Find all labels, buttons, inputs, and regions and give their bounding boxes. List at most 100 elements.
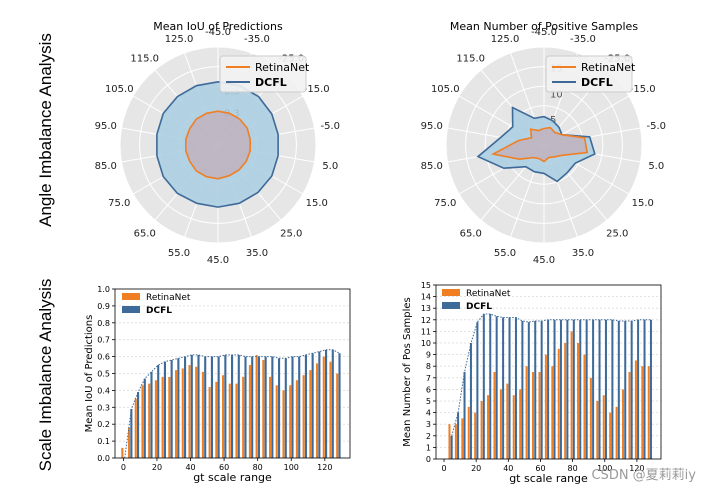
bar-retinanet xyxy=(154,380,157,458)
bar-dcfl xyxy=(338,353,341,458)
y-tick-label: 0.4 xyxy=(97,386,110,395)
bar-retinanet xyxy=(493,372,496,459)
bar-retinanet xyxy=(282,390,285,458)
bar-dcfl xyxy=(598,319,601,459)
bar-dcfl xyxy=(476,322,479,459)
bar-retinanet xyxy=(134,398,137,458)
bar-dcfl xyxy=(457,412,460,459)
bar-retinanet xyxy=(641,366,644,459)
bar-retinanet xyxy=(557,348,560,459)
angle-tick-label: 35.0 xyxy=(246,248,268,259)
angle-tick-label: 45.0 xyxy=(533,255,555,266)
bar-dcfl xyxy=(257,356,260,458)
bar-retinanet xyxy=(544,354,547,459)
y-tick-label: 0.6 xyxy=(97,353,110,362)
angle-tick-label: 5.0 xyxy=(322,161,338,172)
legend-swatch xyxy=(122,306,140,313)
bar-dcfl xyxy=(502,317,505,459)
legend-label: DCFL xyxy=(581,76,613,89)
angle-tick-label: -5.0 xyxy=(321,121,341,132)
bar-dcfl xyxy=(278,358,281,458)
bar-retinanet xyxy=(589,377,592,459)
bar-retinanet xyxy=(336,373,339,458)
bar-retinanet xyxy=(454,424,457,459)
y-tick-label: 0.0 xyxy=(97,454,110,463)
bar-chart-iou: 0.0 0.1 0.2 0.3 0.4 0.5 0.6 0.7 0.8 0.9 1.0 0 20 40 60… xyxy=(84,285,351,484)
bar-retinanet xyxy=(289,385,292,458)
angle-tick-label: 25.0 xyxy=(606,228,628,239)
y-tick-label: 13 xyxy=(421,304,431,313)
y-axis-label: Mean IoU of Predictions xyxy=(84,315,95,433)
bar-dcfl xyxy=(643,319,646,459)
legend-swatch xyxy=(122,293,140,300)
bar-dcfl xyxy=(311,353,314,458)
angle-tick-label: 105.0 xyxy=(105,84,134,95)
angle-tick-label: 25.0 xyxy=(280,228,302,239)
bar-dcfl xyxy=(463,372,466,459)
bar-dcfl xyxy=(604,319,607,459)
radial-tick-label: 10 xyxy=(550,89,563,100)
x-tick-label: 60 xyxy=(535,464,545,473)
bar-retinanet xyxy=(577,343,580,459)
x-tick-label: 20 xyxy=(152,463,162,472)
angle-tick-label: 55.0 xyxy=(168,248,190,259)
y-tick-label: 1 xyxy=(426,443,431,452)
bar-retinanet xyxy=(208,387,211,458)
y-tick-label: 6 xyxy=(426,385,431,394)
bar-retinanet xyxy=(499,389,502,459)
bar-retinanet xyxy=(634,360,637,459)
angle-tick-label: -15.0 xyxy=(630,84,656,95)
bar-retinanet xyxy=(248,365,251,458)
bar-dcfl xyxy=(231,354,234,458)
x-tick-label: 40 xyxy=(503,464,513,473)
bar-retinanet xyxy=(525,366,528,459)
x-tick-label: 20 xyxy=(471,464,481,473)
bar-retinanet xyxy=(161,376,164,458)
angle-tick-label: 125.0 xyxy=(165,34,194,45)
bar-retinanet xyxy=(201,371,204,458)
bar-retinanet xyxy=(647,366,650,459)
bar-dcfl xyxy=(251,356,254,458)
angle-tick-label: 65.0 xyxy=(460,228,482,239)
bar-dcfl xyxy=(204,356,207,458)
bar-retinanet xyxy=(519,389,522,459)
bar-dcfl xyxy=(244,356,247,458)
y-tick-label: 7 xyxy=(426,374,431,383)
bar-dcfl xyxy=(331,349,334,458)
angle-tick-label: -5.0 xyxy=(647,121,667,132)
angle-tick-label: 85.0 xyxy=(95,161,117,172)
bar-dcfl xyxy=(291,356,294,458)
y-tick-label: 0.1 xyxy=(97,437,110,446)
angle-tick-label: -35.0 xyxy=(570,34,596,45)
bar-retinanet xyxy=(269,376,272,458)
chart-title: Mean Number of Positive Samples xyxy=(450,20,638,33)
bar-retinanet xyxy=(551,366,554,459)
angle-tick-label: 95.0 xyxy=(95,121,117,132)
bar-retinanet xyxy=(628,372,631,459)
bar-dcfl xyxy=(271,356,274,458)
bar-dcfl xyxy=(495,316,498,459)
bar-dcfl xyxy=(325,349,328,458)
bar-dcfl xyxy=(566,319,569,459)
angle-tick-label: 5.0 xyxy=(648,161,664,172)
bar-retinanet xyxy=(309,370,312,458)
bar-dcfl xyxy=(592,319,595,459)
bar-retinanet xyxy=(228,383,231,458)
angle-tick-label: 105.0 xyxy=(431,84,460,95)
bar-retinanet xyxy=(121,447,124,458)
bar-retinanet xyxy=(512,395,515,459)
trend-line-dcfl xyxy=(124,349,340,459)
plot-frame xyxy=(114,288,351,459)
y-tick-label: 0.2 xyxy=(97,420,110,429)
bar-dcfl xyxy=(514,317,517,459)
x-tick-label: 120 xyxy=(317,463,332,472)
y-tick-label: 12 xyxy=(421,316,431,325)
angle-tick-label: 75.0 xyxy=(434,198,456,209)
bar-retinanet xyxy=(181,368,184,458)
bar-retinanet xyxy=(175,370,178,458)
x-tick-label: 0 xyxy=(441,464,446,473)
bar-retinanet xyxy=(242,376,245,458)
bar-dcfl xyxy=(489,314,492,459)
